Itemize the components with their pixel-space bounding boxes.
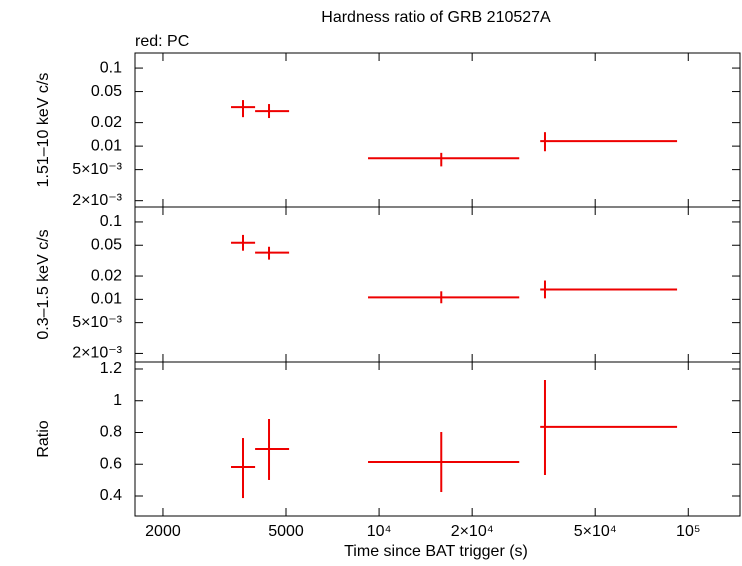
x-axis-label: Time since BAT trigger (s): [344, 543, 528, 560]
y-tick-label: 0.6: [100, 455, 122, 472]
y-tick-label: 0.05: [91, 236, 122, 253]
y-tick-label: 0.01: [91, 137, 122, 154]
y-tick-label: 1.2: [100, 360, 122, 377]
chart-title: Hardness ratio of GRB 210527A: [321, 9, 551, 26]
x-tick-label: 2×10⁴: [451, 523, 494, 540]
y-tick-label: 5×10⁻³: [72, 161, 122, 178]
y-tick-label: 0.1: [100, 213, 122, 230]
y-axis-label: 1.51–10 keV c/s: [35, 73, 52, 188]
y-axis-label: 0.3–1.5 keV c/s: [35, 229, 52, 339]
y-tick-label: 0.4: [100, 487, 122, 504]
x-tick-label: 10⁴: [367, 523, 392, 540]
panel-frame: [134, 206, 741, 363]
y-tick-label: 0.8: [100, 424, 122, 441]
panel-frame: [134, 52, 741, 208]
panel-frame: [134, 361, 741, 517]
y-tick-label: 0.1: [100, 59, 122, 76]
x-tick-label: 10⁵: [676, 523, 700, 540]
y-tick-label: 0.02: [91, 267, 122, 284]
x-tick-label: 5000: [268, 523, 304, 540]
y-tick-label: 5×10⁻³: [72, 314, 122, 331]
y-tick-label: 1: [113, 392, 122, 409]
x-tick-label: 2000: [145, 523, 181, 540]
y-tick-label: 0.01: [91, 291, 122, 308]
y-tick-label: 0.05: [91, 83, 122, 100]
y-tick-label: 0.02: [91, 114, 122, 131]
y-tick-label: 2×10⁻³: [72, 192, 122, 209]
y-tick-label: 2×10⁻³: [72, 345, 122, 362]
y-axis-label: Ratio: [35, 420, 52, 457]
annotation: red: PC: [135, 33, 189, 50]
x-tick-label: 5×10⁴: [574, 523, 617, 540]
